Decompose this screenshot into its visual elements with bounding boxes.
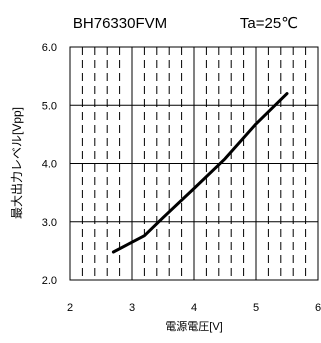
x-tick-label: 3: [129, 302, 135, 314]
y-tick-label: 3.0: [42, 217, 57, 229]
y-tick-label: 6.0: [42, 42, 57, 54]
x-axis-label: 電源電圧[V]: [165, 319, 222, 333]
x-tick-label: 5: [253, 302, 259, 314]
series-line: [111, 92, 289, 254]
chart-condition: Ta=25℃: [240, 15, 298, 32]
y-tick-label: 4.0: [42, 159, 57, 171]
x-tick-label: 4: [191, 302, 197, 314]
tick-labels: 2 3 4 5 6 2.0 3.0 4.0 5.0 6.0: [42, 42, 321, 314]
series-layer: [111, 92, 289, 254]
plot-area-border: [69, 46, 319, 281]
x-tick-label: 2: [67, 302, 73, 314]
y-tick-label: 5.0: [42, 100, 57, 112]
y-tick-label: 2.0: [42, 275, 57, 287]
grid: [70, 47, 318, 280]
x-tick-label: 6: [315, 302, 321, 314]
y-axis-label: 最大出力レベル[Vpp]: [10, 107, 24, 219]
chart-title: BH76330FVM: [73, 15, 167, 32]
